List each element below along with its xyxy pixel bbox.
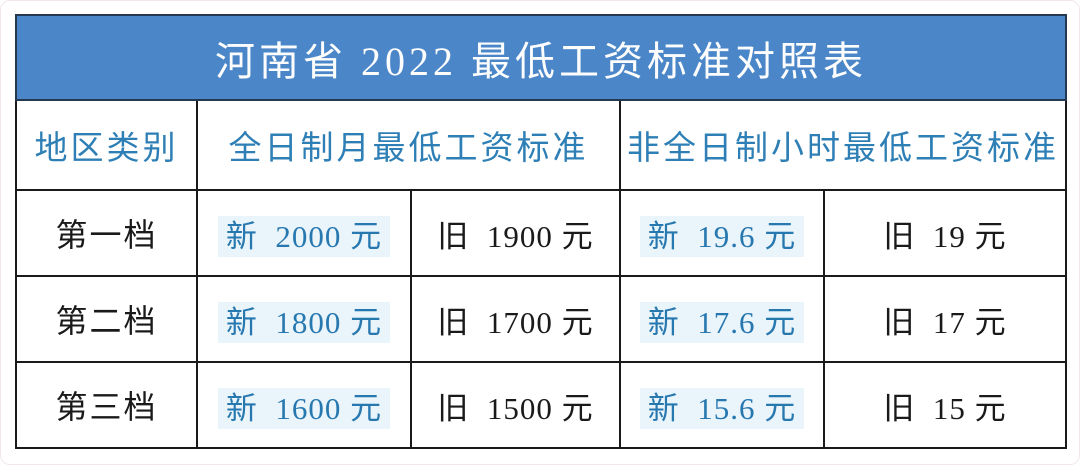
monthly-old-cell: 旧 1500 元	[410, 361, 621, 449]
hourly-new-value: 新 19.6 元	[639, 215, 805, 257]
title-row: 河南省 2022 最低工资标准对照表	[14, 14, 1068, 101]
hourly-old-value: 旧 19 元	[883, 218, 1007, 254]
monthly-old-cell: 旧 1900 元	[410, 189, 621, 277]
hourly-old-cell: 旧 19 元	[822, 189, 1068, 277]
hourly-new-cell: 新 19.6 元	[619, 189, 825, 277]
region-cell: 第三档	[15, 361, 198, 449]
wage-comparison-table: 河南省 2022 最低工资标准对照表 地区类别 全日制月最低工资标准 非全日制小…	[14, 14, 1068, 449]
monthly-new-cell: 新 2000 元	[196, 189, 412, 277]
monthly-old-value: 旧 1700 元	[437, 304, 594, 340]
monthly-old-value: 旧 1900 元	[437, 218, 594, 254]
hourly-new-value: 新 17.6 元	[639, 301, 805, 343]
table-row-tier3: 第三档 新 1600 元 旧 1500 元 新 15.6 元 旧 15 元	[15, 361, 1068, 449]
table-row-tier1: 第一档 新 2000 元 旧 1900 元 新 19.6 元 旧 19 元	[15, 189, 1068, 277]
header-region-category: 地区类别	[15, 99, 198, 191]
monthly-new-value: 新 1600 元	[217, 387, 391, 429]
monthly-new-value: 新 1800 元	[217, 301, 391, 343]
monthly-old-value: 旧 1500 元	[437, 390, 594, 426]
hourly-new-value: 新 15.6 元	[639, 387, 805, 429]
hourly-old-value: 旧 17 元	[883, 304, 1007, 340]
monthly-new-value: 新 2000 元	[217, 215, 391, 257]
table-row-tier2: 第二档 新 1800 元 旧 1700 元 新 17.6 元 旧 17 元	[15, 275, 1068, 363]
monthly-new-cell: 新 1600 元	[196, 361, 412, 449]
header-parttime-hourly-wage: 非全日制小时最低工资标准	[618, 99, 1068, 191]
region-cell: 第一档	[15, 189, 198, 277]
header-row: 地区类别 全日制月最低工资标准 非全日制小时最低工资标准	[15, 99, 1068, 191]
hourly-old-cell: 旧 17 元	[822, 275, 1068, 363]
table-title: 河南省 2022 最低工资标准对照表	[14, 14, 1068, 101]
header-fulltime-monthly-wage: 全日制月最低工资标准	[196, 99, 621, 191]
monthly-new-cell: 新 1800 元	[196, 275, 412, 363]
hourly-old-cell: 旧 15 元	[822, 361, 1068, 449]
region-cell: 第二档	[15, 275, 198, 363]
hourly-old-value: 旧 15 元	[883, 390, 1007, 426]
hourly-new-cell: 新 15.6 元	[619, 361, 825, 449]
hourly-new-cell: 新 17.6 元	[619, 275, 825, 363]
monthly-old-cell: 旧 1700 元	[410, 275, 621, 363]
